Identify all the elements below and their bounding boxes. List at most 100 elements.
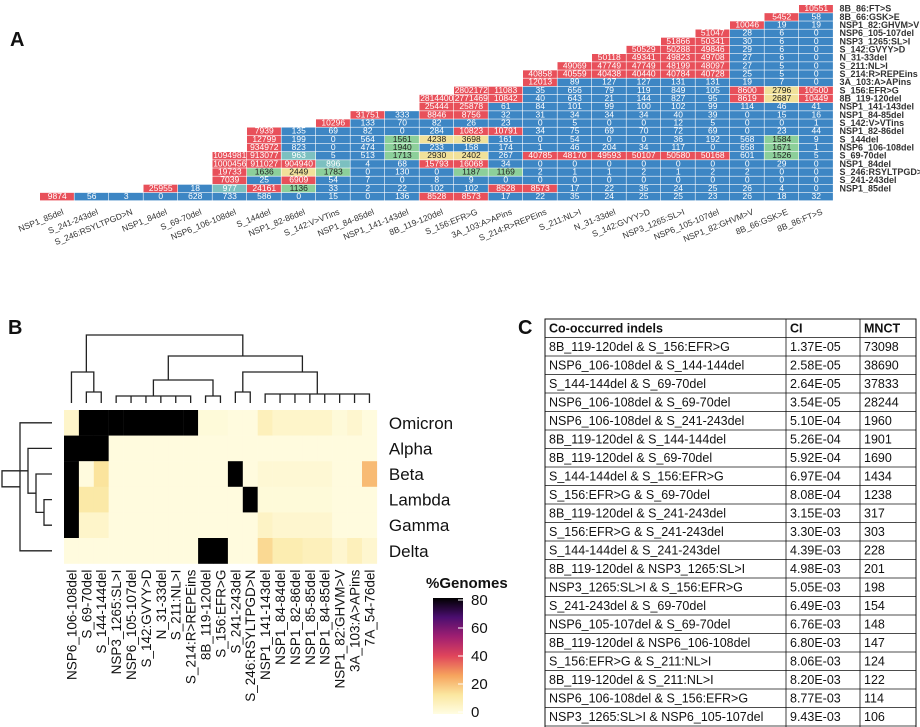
matrix-cell xyxy=(523,184,557,193)
matrix-cell-value: 0 xyxy=(814,60,819,70)
matrix-cell-value: 6 xyxy=(779,28,784,38)
table-cell: NSP3_1265:SL>I & S_156:EFR>G xyxy=(549,581,743,595)
row-dendrogram-branch xyxy=(1,470,28,488)
matrix-cell-value: 7 xyxy=(365,175,370,185)
heatmap-cell xyxy=(362,486,378,513)
matrix-cell-value: 0 xyxy=(400,126,405,136)
row-label: S_142:GVYY>D xyxy=(840,45,906,55)
table-cell: 28244 xyxy=(864,396,899,410)
matrix-cell-value: 0 xyxy=(745,109,750,119)
matrix-cell-value: 47749 xyxy=(632,60,656,70)
matrix-cell xyxy=(730,143,764,152)
matrix-cell xyxy=(695,70,730,78)
table-cell: 303 xyxy=(864,525,885,539)
table-cell: 3.30E-03 xyxy=(790,525,841,539)
matrix-cell xyxy=(592,54,626,62)
column-dendrogram-branch xyxy=(234,391,251,403)
table-cell: 1960 xyxy=(864,414,892,428)
matrix-cell-value: 8528 xyxy=(427,191,446,201)
matrix-cell xyxy=(592,176,626,185)
matrix-cell xyxy=(557,192,592,201)
matrix-cell xyxy=(557,143,592,152)
matrix-cell xyxy=(730,54,764,62)
matrix-cell xyxy=(419,143,454,152)
matrix-cell xyxy=(281,152,316,160)
matrix-cell-value: 49708 xyxy=(701,52,725,62)
heatmap-cell xyxy=(347,512,363,539)
matrix-cell-value: 0 xyxy=(814,44,819,54)
matrix-cell xyxy=(212,160,247,168)
matrix-cell-value: 24 xyxy=(605,191,615,201)
matrix-cell xyxy=(523,111,557,119)
matrix-cell-value: 7939 xyxy=(255,126,274,136)
matrix-cell-value: 50168 xyxy=(701,150,725,160)
heatmap-cell xyxy=(317,410,333,436)
matrix-cell xyxy=(626,103,661,111)
matrix-cell xyxy=(523,127,557,136)
matrix-cell xyxy=(454,192,488,201)
matrix-cell-value: 40559 xyxy=(563,69,587,79)
matrix-cell xyxy=(212,192,247,201)
matrix-cell-value: 22 xyxy=(536,191,546,201)
panel-letter-a: A xyxy=(10,29,24,51)
matrix-cell xyxy=(695,184,730,193)
matrix-cell-value: 32 xyxy=(501,109,511,119)
matrix-cell-value: 233 xyxy=(430,142,444,152)
row-label: 8B_66:GSK>E xyxy=(840,12,900,22)
matrix-cell xyxy=(626,62,661,70)
table-cell: 8B_119-120del & S_69-70del xyxy=(549,451,712,465)
matrix-cell xyxy=(385,119,419,127)
heatmap-cell xyxy=(123,486,139,513)
matrix-cell-value: 2771469 xyxy=(455,93,488,103)
matrix-cell xyxy=(799,21,833,29)
heatmap-cell xyxy=(227,461,243,487)
matrix-cell-value: 25955 xyxy=(149,183,173,193)
matrix-cell xyxy=(350,160,385,168)
matrix-cell xyxy=(661,62,695,70)
matrix-cell xyxy=(764,192,799,201)
matrix-cell xyxy=(695,143,730,152)
heatmap-cell xyxy=(242,486,258,513)
matrix-cell xyxy=(316,152,350,160)
matrix-cell xyxy=(281,160,316,168)
matrix-cell xyxy=(799,54,833,62)
legend-tick-label: 40 xyxy=(471,648,488,665)
matrix-cell-value: 628 xyxy=(188,191,202,201)
matrix-cell-value: 144 xyxy=(637,93,651,103)
table-cell: NSP3_1265:SL>I & NSP6_105-107del xyxy=(549,710,763,724)
heatmap-cell xyxy=(227,410,243,436)
heatmap-cell xyxy=(153,461,169,487)
matrix-cell-value: 34 xyxy=(570,109,580,119)
matrix-cell-value: 35 xyxy=(536,85,546,95)
matrix-cell-value: 99 xyxy=(708,101,718,111)
matrix-cell-value: 1561 xyxy=(393,134,412,144)
matrix-cell xyxy=(764,94,799,103)
matrix-cell-value: 2 xyxy=(538,167,543,177)
matrix-cell-value: 34 xyxy=(536,126,546,136)
matrix-cell-value: 26 xyxy=(743,191,753,201)
matrix-cell-value: 6 xyxy=(779,44,784,54)
matrix-cell-value: 40440 xyxy=(632,69,656,79)
heatmap-cell xyxy=(302,538,318,564)
matrix-cell xyxy=(626,78,661,87)
indel-label: S_69-70del xyxy=(79,570,94,639)
heatmap-cell xyxy=(108,486,124,513)
matrix-cell-value: 9 xyxy=(814,134,819,144)
heatmap-cell xyxy=(242,435,258,462)
matrix-cell-value: 54 xyxy=(570,134,580,144)
matrix-cell xyxy=(316,184,350,193)
panel-letter-b: B xyxy=(8,317,22,339)
matrix-cell-value: 29 xyxy=(777,158,787,168)
matrix-cell-value: 284 xyxy=(430,126,444,136)
matrix-cell-value: 474 xyxy=(361,142,375,152)
heatmap-cell xyxy=(93,486,109,513)
matrix-cell xyxy=(730,111,764,119)
matrix-cell xyxy=(661,176,695,185)
matrix-cell-value: 1940 xyxy=(393,142,412,152)
matrix-cell-value: 10500 xyxy=(804,85,828,95)
matrix-cell-value: 8 xyxy=(434,175,439,185)
matrix-cell-value: 0 xyxy=(365,191,370,201)
matrix-cell-value: 823 xyxy=(292,142,306,152)
matrix-cell xyxy=(488,152,523,160)
matrix-cell xyxy=(523,103,557,111)
